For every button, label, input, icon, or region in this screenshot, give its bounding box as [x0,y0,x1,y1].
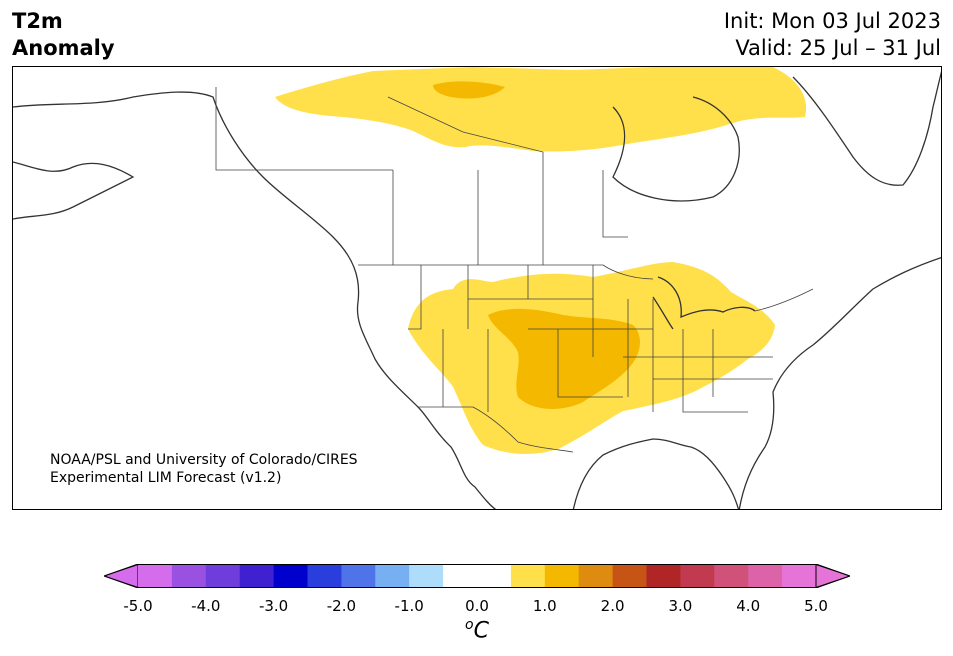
colorbar-tick-label: 0.0 [465,597,489,615]
political-borders-layer [215,87,814,453]
colorbar-bin [273,564,308,588]
colorbar-extend-low [104,564,139,588]
gulf-coastline [572,438,740,509]
colorbar-tick-label: -2.0 [326,597,357,615]
colorbar-bin [205,564,241,588]
colorbar-tick-label: -4.0 [191,597,221,615]
colorbar-bin [714,564,749,588]
colorbar-bin [510,564,546,588]
colorbar-bin [138,564,173,588]
credit-institution: NOAA/PSL and University of Colorado/CIRE… [50,452,358,468]
colorbar-bin [171,564,207,588]
colorbar-bin [612,564,647,588]
colorbar-bin [680,564,715,588]
anomaly-region-canada-core [433,81,505,99]
canada-us-border [358,264,814,312]
alaska-coastline [13,161,135,220]
colorbar [104,564,850,588]
colorbar-bin [578,564,614,588]
colorbar-bin [341,564,376,588]
colorbar-bin [239,564,275,588]
colorbar-tick-label: -3.0 [258,597,289,615]
colorbar-bin [375,564,410,588]
colorbar-bin [477,564,512,588]
anomaly-map [13,67,941,509]
atlantic-coastline [738,257,941,509]
colorbar-bin [544,564,580,588]
anomaly-region-us-core [488,308,640,409]
colorbar-tick-label: 1.0 [532,597,557,615]
title-variable: T2m [12,9,63,33]
greenland-coastline [792,71,941,186]
colorbar-unit: oC [465,617,489,643]
unit-celsius: C [473,618,489,644]
state-borders [408,265,773,413]
map-title: T2m Anomaly [12,8,115,62]
unit-degree: o [465,617,474,633]
us-mexico-border [418,406,574,453]
coastline-layer [13,71,941,509]
valid-range: Valid: 25 Jul – 31 Jul [735,36,941,60]
colorbar-bin [443,564,478,588]
init-date: Init: Mon 03 Jul 2023 [723,9,941,33]
province-borders [215,87,628,265]
colorbar-tick-label: 4.0 [736,597,761,615]
colorbar-bin [409,564,444,588]
colorbar-tick-label: -5.0 [123,597,153,615]
colorbar-tick-label: -1.0 [394,597,424,615]
map-panel: NOAA/PSL and University of Colorado/CIRE… [12,66,942,510]
colorbar-tick-label: 3.0 [668,597,693,615]
title-anomaly: Anomaly [12,36,115,60]
forecast-dates: Init: Mon 03 Jul 2023 Valid: 25 Jul – 31… [724,8,941,62]
anomaly-fill-layer [275,67,807,454]
colorbar-tick-label: 2.0 [600,597,625,615]
colorbar-outline [104,564,850,588]
colorbar-bin [307,564,342,588]
credit-forecast: Experimental LIM Forecast (v1.2) [50,470,282,486]
colorbar-extend-high [815,564,850,588]
colorbar-bin [646,564,681,588]
colorbar-tick-label: 5.0 [804,597,828,615]
great-lakes-outline [652,276,756,330]
colorbar-bin [782,564,817,588]
forecast-credit: NOAA/PSL and University of Colorado/CIRE… [50,451,358,487]
colorbar-bin [748,564,783,588]
pacific-coastline [13,91,497,509]
anomaly-region-arctic [275,67,807,152]
hudson-bay-coastline [612,96,740,202]
